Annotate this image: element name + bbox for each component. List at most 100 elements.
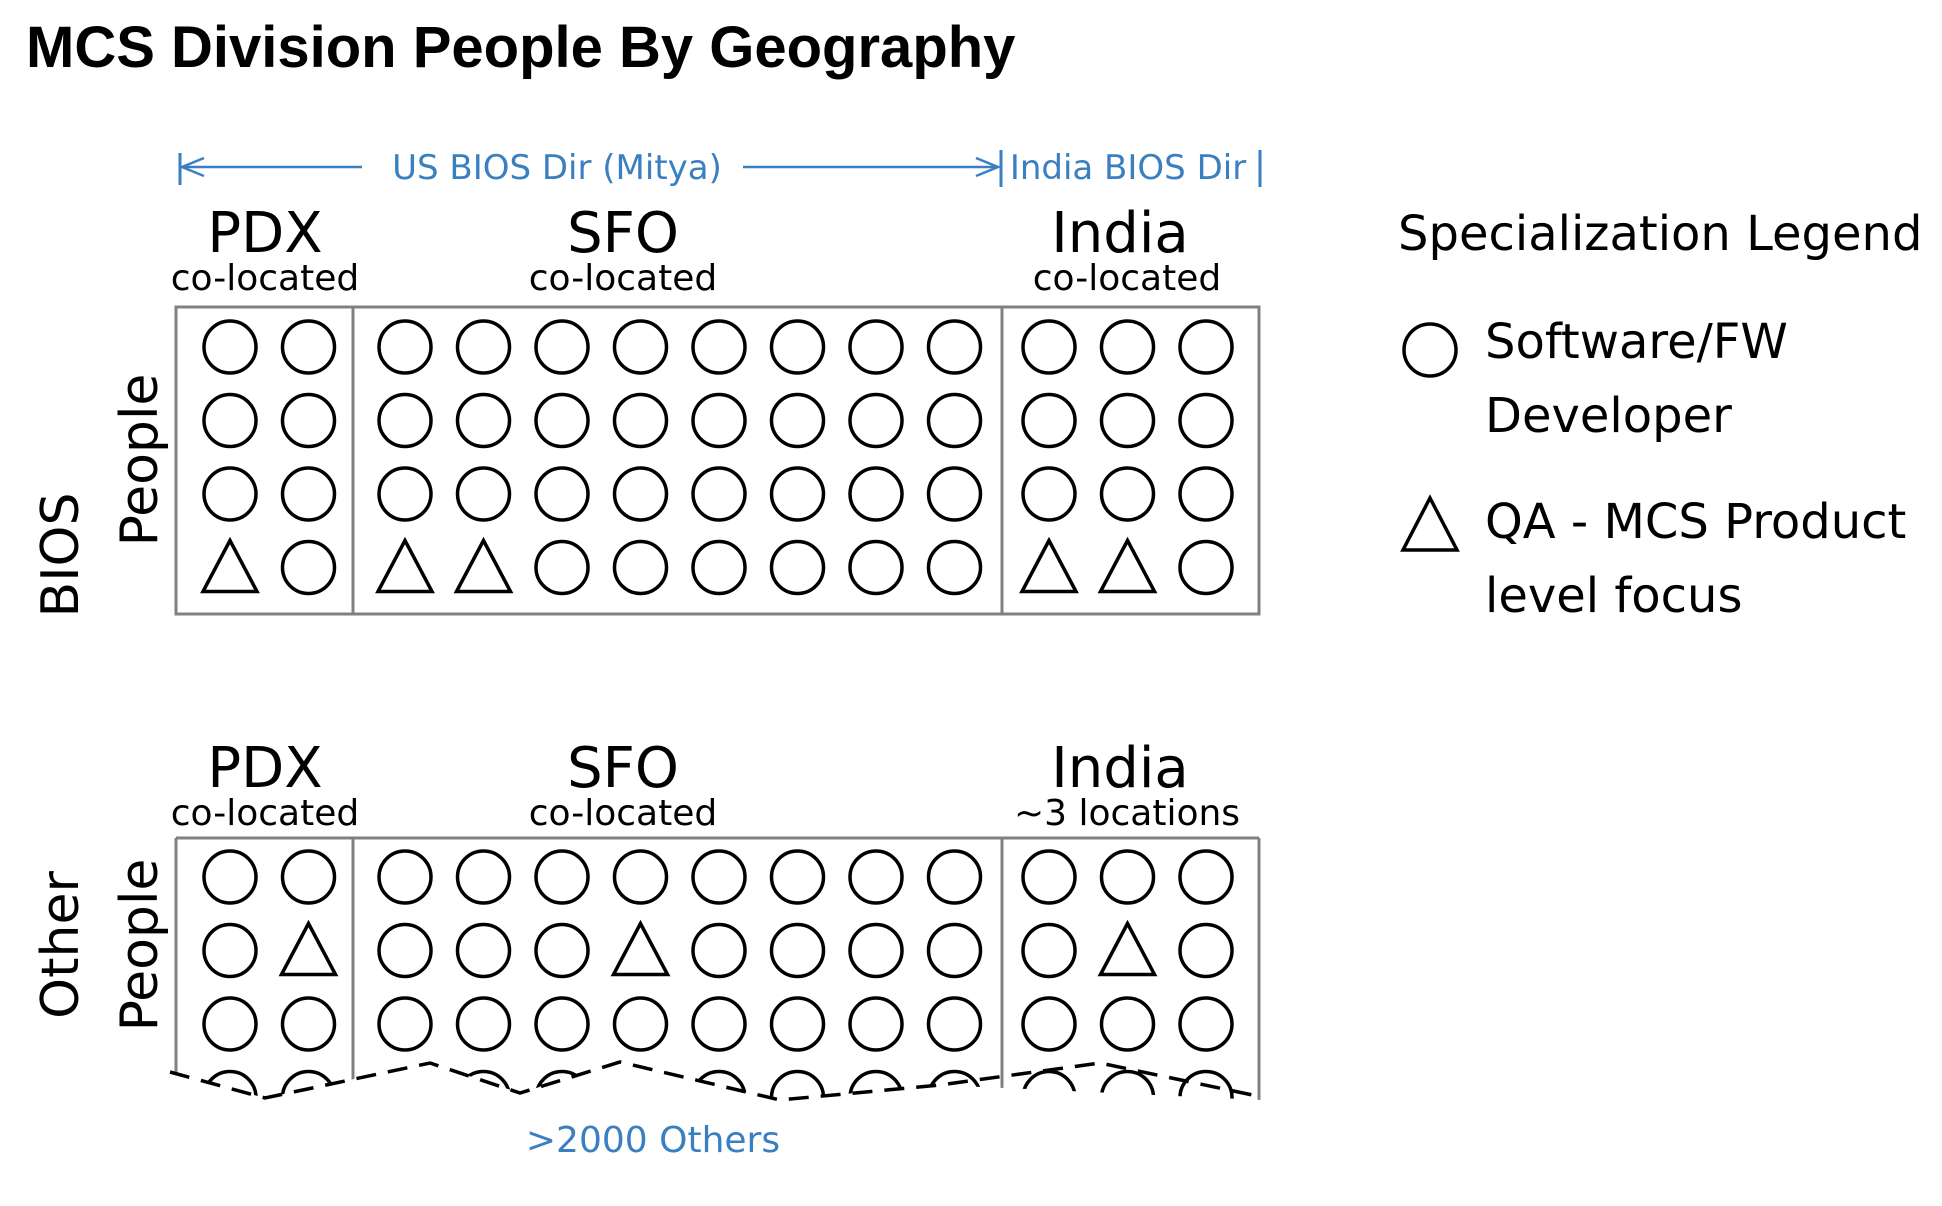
developer-person-circle	[1099, 1069, 1156, 1100]
developer-person-circle	[926, 392, 983, 449]
developer-person-circle	[455, 466, 512, 522]
developer-person-circle	[377, 996, 433, 1052]
director-bar: US BIOS Dir (Mitya) India BIOS Dir	[178, 148, 1262, 188]
truncation-cut-line	[169, 1060, 1263, 1102]
people-grid	[200, 319, 1234, 596]
qa-person-triangle	[375, 536, 435, 594]
us-dir-right-arrowhead	[975, 156, 1002, 178]
developer-person-circle	[280, 1069, 337, 1100]
developer-person-circle	[926, 849, 983, 905]
developer-person-circle	[377, 319, 433, 375]
developer-person-circle	[848, 319, 904, 375]
developer-person-circle	[534, 922, 590, 979]
developer-person-circle	[612, 392, 669, 449]
developer-person-circle	[1178, 996, 1234, 1052]
developer-person-circle	[769, 539, 826, 596]
group-sub-sfo: co-located	[529, 258, 717, 299]
developer-person-circle	[926, 996, 983, 1052]
legend-triangle-icon	[1400, 494, 1460, 552]
developer-person-circle	[848, 996, 904, 1052]
developer-person-circle	[1099, 392, 1156, 449]
developer-person-circle	[691, 922, 747, 979]
developer-person-circle	[1021, 392, 1077, 449]
developer-person-circle	[612, 1069, 669, 1100]
developer-person-circle	[280, 996, 337, 1052]
group-sub-sfo: co-located	[529, 793, 717, 834]
us-dir-left-arrowhead	[178, 156, 205, 178]
developer-person-circle	[534, 392, 590, 449]
developer-person-circle	[534, 319, 590, 375]
developer-person-circle	[926, 466, 983, 522]
developer-person-circle	[848, 1069, 904, 1100]
developer-person-circle	[769, 849, 826, 905]
section-label-line2: People	[110, 374, 170, 547]
group-name-sfo: SFO	[567, 736, 679, 801]
developer-person-circle	[202, 996, 258, 1052]
developer-person-circle	[1099, 319, 1156, 375]
people-grid	[202, 849, 1234, 1100]
developer-person-circle	[1099, 466, 1156, 522]
developer-person-circle	[455, 319, 512, 375]
developer-person-circle	[377, 849, 433, 905]
legend: Specialization Legend Software/FW Develo…	[1398, 206, 1922, 624]
legend-item-label: Developer	[1485, 388, 1732, 444]
qa-person-triangle	[1019, 536, 1079, 594]
developer-person-circle	[612, 539, 669, 596]
developer-person-circle	[848, 466, 904, 522]
developer-person-circle	[1099, 849, 1156, 905]
developer-person-circle	[280, 849, 337, 905]
developer-person-circle	[691, 466, 747, 522]
section-label-line1: Other	[31, 871, 91, 1019]
developer-person-circle	[1021, 466, 1077, 522]
legend-item-label: Software/FW	[1485, 314, 1788, 370]
group-name-sfo: SFO	[567, 201, 679, 266]
developer-person-circle	[926, 922, 983, 979]
developer-person-circle	[1021, 1069, 1077, 1100]
developer-person-circle	[534, 1069, 590, 1100]
developer-person-circle	[1178, 466, 1234, 522]
section-other-people: Other People PDX co-located SFO co-locat…	[31, 736, 1263, 1161]
india-bios-dir-label: India BIOS Dir	[1010, 148, 1246, 188]
legend-circle-icon	[1402, 322, 1458, 378]
developer-person-circle	[377, 466, 433, 522]
developer-person-circle	[377, 922, 433, 979]
legend-title: Specialization Legend	[1398, 206, 1922, 262]
group-name-india: India	[1051, 736, 1188, 801]
developer-person-circle	[202, 1069, 258, 1100]
developer-person-circle	[280, 539, 337, 596]
developer-person-circle	[691, 849, 747, 905]
developer-person-circle	[769, 922, 826, 979]
developer-person-circle	[1178, 392, 1234, 449]
group-sub-india: co-located	[1033, 258, 1221, 299]
developer-person-circle	[612, 996, 669, 1052]
developer-person-circle	[202, 319, 258, 375]
developer-person-circle	[769, 466, 826, 522]
group-name-pdx: PDX	[207, 736, 322, 801]
legend-item-label: level focus	[1485, 568, 1742, 624]
qa-person-triangle	[278, 919, 339, 977]
developer-person-circle	[612, 319, 669, 375]
developer-person-circle	[1021, 319, 1077, 375]
developer-person-circle	[1178, 319, 1234, 375]
qa-person-triangle	[1097, 536, 1158, 594]
group-box-frame	[174, 305, 1261, 616]
group-name-india: India	[1051, 201, 1188, 266]
developer-person-circle	[848, 922, 904, 979]
qa-person-triangle	[610, 919, 671, 977]
section-label-line1: BIOS	[31, 493, 91, 618]
developer-person-circle	[455, 922, 512, 979]
developer-person-circle	[377, 392, 433, 449]
developer-person-circle	[1099, 996, 1156, 1052]
developer-person-circle	[280, 466, 337, 522]
qa-person-triangle	[200, 536, 260, 594]
developer-person-circle	[848, 849, 904, 905]
group-sub-pdx: co-located	[171, 258, 359, 299]
developer-person-circle	[202, 466, 258, 522]
developer-person-circle	[926, 319, 983, 375]
qa-person-triangle	[453, 536, 514, 594]
developer-person-circle	[1021, 996, 1077, 1052]
legend-item-label: QA - MCS Product	[1485, 494, 1906, 550]
developer-person-circle	[769, 392, 826, 449]
developer-person-circle	[691, 539, 747, 596]
